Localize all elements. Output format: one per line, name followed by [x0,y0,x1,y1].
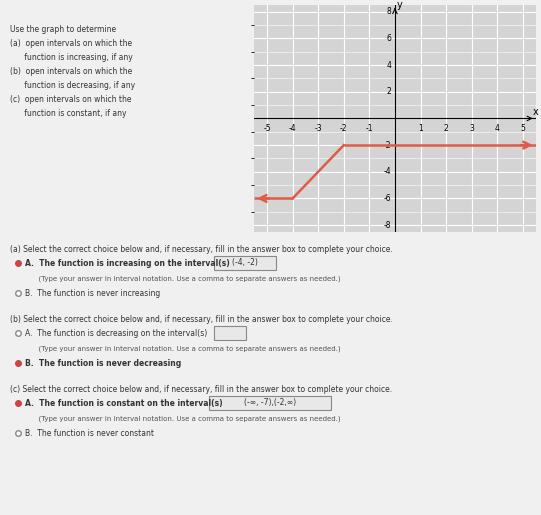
Text: (Type your answer in interval notation. Use a comma to separate answers as neede: (Type your answer in interval notation. … [25,345,341,352]
FancyBboxPatch shape [209,396,331,410]
Text: -4: -4 [289,124,296,133]
Text: (a) Select the correct choice below and, if necessary, fill in the answer box to: (a) Select the correct choice below and,… [10,245,393,254]
Text: (Type your answer in interval notation. Use a comma to separate answers as neede: (Type your answer in interval notation. … [25,415,341,421]
Text: B.  The function is never decreasing: B. The function is never decreasing [25,359,181,368]
Text: function is increasing, if any: function is increasing, if any [10,53,133,62]
Text: x: x [533,107,538,117]
Text: 8: 8 [386,7,391,16]
Text: B.  The function is never constant: B. The function is never constant [25,429,154,438]
Text: 3: 3 [469,124,474,133]
Text: (Type your answer in interval notation. Use a comma to separate answers as neede: (Type your answer in interval notation. … [25,275,341,282]
Text: B.  The function is never increasing: B. The function is never increasing [25,289,160,298]
Text: -5: -5 [263,124,271,133]
Text: (-4, -2): (-4, -2) [232,259,258,267]
Text: 4: 4 [495,124,500,133]
Text: -2: -2 [340,124,347,133]
Text: 2: 2 [386,87,391,96]
Text: 4: 4 [386,61,391,70]
Text: (c)  open intervals on which the: (c) open intervals on which the [10,95,131,104]
Text: (a)  open intervals on which the: (a) open intervals on which the [10,39,132,48]
Text: (-∞, -7),(-2,∞): (-∞, -7),(-2,∞) [244,399,296,407]
Text: -3: -3 [314,124,322,133]
Text: -8: -8 [384,220,391,230]
Text: 2: 2 [444,124,448,133]
Text: function is constant, if any: function is constant, if any [10,109,127,118]
Text: -2: -2 [384,141,391,150]
Text: -6: -6 [384,194,391,203]
Text: Use the graph to determine: Use the graph to determine [10,25,116,34]
Text: A.  The function is constant on the interval(s): A. The function is constant on the inter… [25,399,223,408]
Text: -4: -4 [384,167,391,176]
Text: (b)  open intervals on which the: (b) open intervals on which the [10,67,132,76]
Text: function is decreasing, if any: function is decreasing, if any [10,81,135,90]
Text: A.  The function is increasing on the interval(s): A. The function is increasing on the int… [25,259,230,268]
FancyBboxPatch shape [214,326,246,340]
FancyBboxPatch shape [214,256,276,270]
Text: 5: 5 [520,124,525,133]
Text: (c) Select the correct choice below and, if necessary, fill in the answer box to: (c) Select the correct choice below and,… [10,385,392,394]
Text: (b) Select the correct choice below and, if necessary, fill in the answer box to: (b) Select the correct choice below and,… [10,315,393,324]
Text: 1: 1 [418,124,423,133]
Text: 6: 6 [386,34,391,43]
Text: A.  The function is decreasing on the interval(s): A. The function is decreasing on the int… [25,329,207,338]
Text: y: y [397,0,403,10]
Text: -1: -1 [366,124,373,133]
